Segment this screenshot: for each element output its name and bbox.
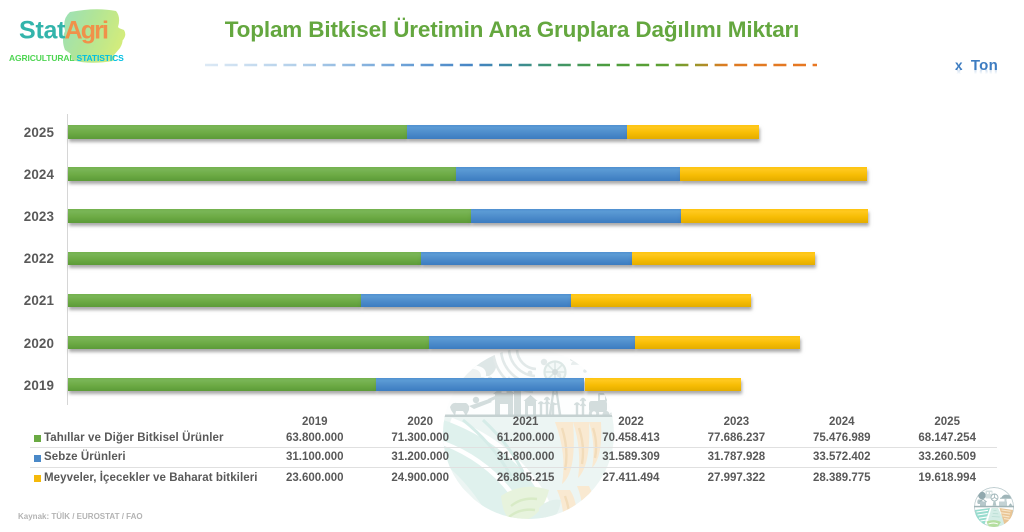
svg-text:Stat: Stat [19,17,66,45]
svg-text:AGRICULTURAL STATISTICS: AGRICULTURAL STATISTICS [9,53,124,63]
svg-text:Agri: Agri [65,17,110,45]
